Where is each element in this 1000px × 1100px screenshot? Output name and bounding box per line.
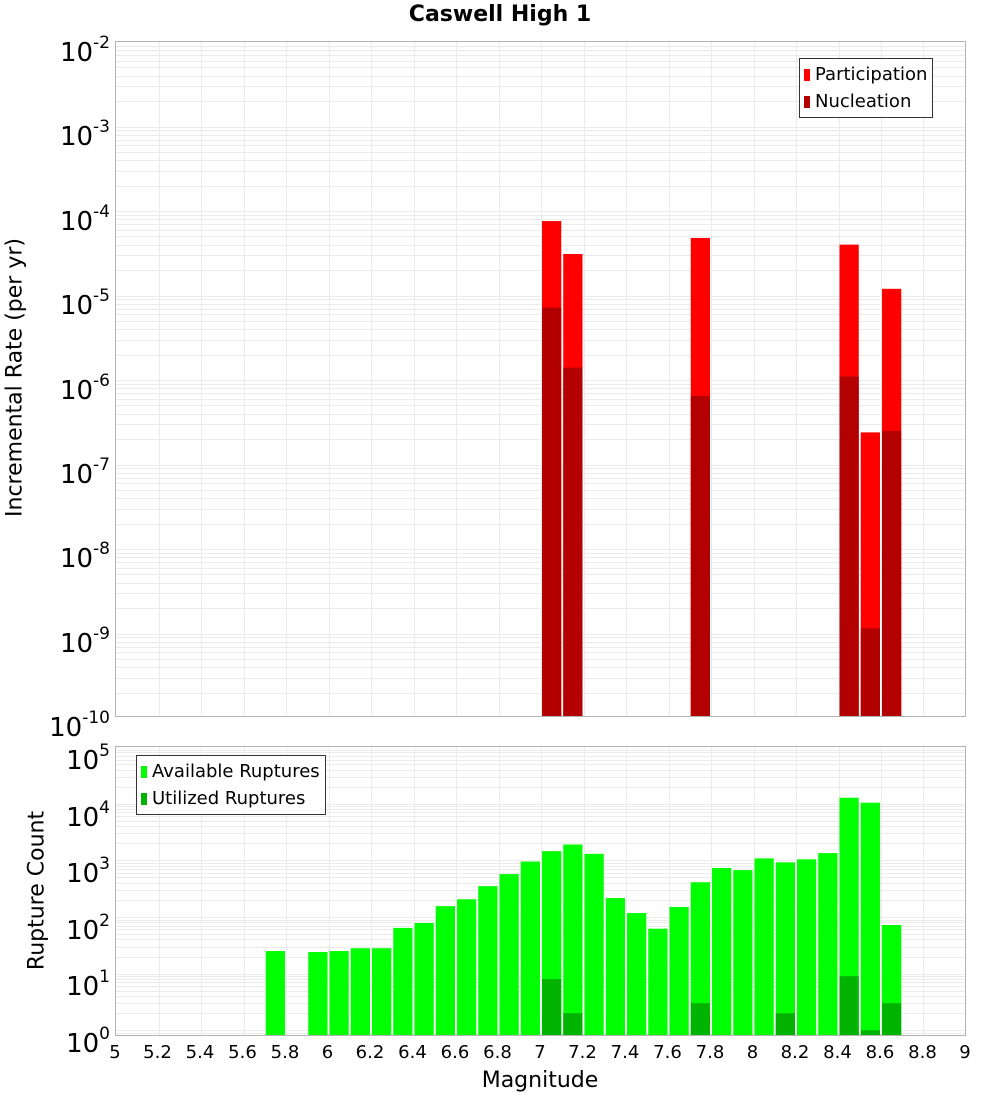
y-tick-label: 10-8	[59, 539, 110, 575]
x-tick-label: 8.2	[780, 1042, 810, 1063]
x-tick-label: 8.8	[908, 1042, 937, 1063]
nucleation-bar	[839, 376, 859, 716]
x-axis-label: Magnitude	[481, 1068, 599, 1093]
available-ruptures-bar	[563, 844, 583, 1035]
x-tick-label: 8	[746, 1042, 759, 1063]
x-tick-label: 6.4	[398, 1042, 427, 1063]
available-ruptures-bar	[499, 874, 519, 1035]
utilized-ruptures-bar	[882, 1003, 902, 1035]
available-ruptures-bar	[350, 948, 370, 1035]
x-tick-label: 7.6	[653, 1042, 682, 1063]
available-swatch	[141, 765, 147, 778]
x-tick-label: 7	[534, 1042, 546, 1063]
available-ruptures-bar	[690, 882, 710, 1035]
available-ruptures-bar	[584, 853, 604, 1035]
y-tick-label: 10-7	[59, 455, 110, 490]
y-tick-label: 10-3	[59, 117, 110, 153]
available-ruptures-bar	[265, 951, 285, 1035]
available-ruptures-bar	[669, 906, 689, 1035]
available-ruptures-bar	[372, 948, 392, 1035]
y-tick-label: 104	[66, 797, 110, 833]
legend-item-available: Available Ruptures	[141, 758, 320, 785]
nucleation-swatch	[804, 95, 810, 108]
x-tick-label: 7.8	[695, 1042, 725, 1063]
x-tick-label: 7.2	[568, 1042, 597, 1063]
available-ruptures-bar	[797, 859, 817, 1035]
available-ruptures-bar	[520, 861, 540, 1035]
legend-label-participation: Participation	[815, 64, 928, 85]
rate-plot-svg	[116, 42, 965, 716]
y-tick-label: 10-10	[49, 708, 110, 744]
legend-item-utilized: Utilized Ruptures	[141, 785, 320, 812]
participation-swatch	[804, 68, 810, 81]
x-tick-label: 9	[959, 1042, 971, 1063]
y-tick-label: 10-2	[59, 33, 110, 68]
available-ruptures-bar	[627, 913, 647, 1035]
utilized-ruptures-bar	[839, 976, 859, 1035]
available-ruptures-bar	[605, 898, 625, 1035]
x-tick-label: 6	[321, 1042, 334, 1063]
available-ruptures-bar	[754, 858, 774, 1035]
x-tick-label: 5	[109, 1042, 121, 1063]
y-tick-label: 105	[66, 741, 110, 776]
x-tick-label: 5.2	[143, 1042, 172, 1063]
x-tick-label: 6.6	[440, 1042, 470, 1063]
x-tick-label: 5.8	[270, 1042, 300, 1063]
available-ruptures-bar	[457, 899, 477, 1035]
legend-item-nucleation: Nucleation	[804, 88, 927, 115]
available-ruptures-bar	[414, 923, 434, 1035]
nucleation-bar	[690, 395, 710, 716]
utilized-ruptures-bar	[542, 979, 562, 1035]
available-ruptures-bar	[308, 952, 328, 1035]
utilized-ruptures-bar	[690, 1003, 710, 1035]
available-ruptures-bar	[393, 927, 413, 1035]
legend-label-available: Available Ruptures	[152, 761, 320, 782]
y-tick-label: 103	[66, 854, 110, 890]
available-ruptures-bar	[818, 853, 838, 1035]
chart-title: Caswell High 1	[408, 2, 592, 27]
x-tick-label: 6.2	[355, 1042, 385, 1063]
utilized-ruptures-bar	[775, 1013, 795, 1035]
nucleation-bar	[882, 430, 902, 716]
available-ruptures-bar	[775, 862, 795, 1035]
utilized-ruptures-bar	[563, 1013, 583, 1035]
x-tick-label: 5.4	[185, 1042, 215, 1063]
legend-label-utilized: Utilized Ruptures	[152, 788, 306, 809]
nucleation-bar	[542, 307, 562, 716]
y-tick-label: 10-5	[59, 286, 110, 322]
utilized-ruptures-bar	[860, 1030, 880, 1035]
legend-item-participation: Participation	[804, 61, 927, 88]
x-tick-label: 5.6	[228, 1042, 257, 1063]
available-ruptures-bar	[435, 906, 455, 1035]
available-ruptures-bar	[733, 870, 753, 1035]
nucleation-bar	[563, 367, 583, 716]
x-tick-label: 8.4	[823, 1042, 852, 1063]
rupture-count-plot-svg	[116, 747, 965, 1035]
utilized-swatch	[141, 792, 147, 805]
x-tick-label: 7.4	[610, 1042, 640, 1063]
rupture-legend: Available Ruptures Utilized Ruptures	[136, 755, 326, 815]
y-tick-label: 100	[66, 1024, 110, 1059]
y-tick-label: 101	[66, 967, 110, 1003]
y-tick-label: 10-4	[59, 201, 110, 237]
available-ruptures-bar	[648, 928, 668, 1035]
rate-plot-area	[115, 41, 966, 717]
y-tick-label: 10-6	[59, 370, 110, 406]
available-ruptures-bar	[712, 868, 732, 1035]
x-tick-label: 8.6	[865, 1042, 895, 1063]
available-ruptures-bar	[478, 886, 498, 1035]
available-ruptures-bar	[329, 951, 349, 1035]
nucleation-bar	[860, 628, 880, 716]
y-tick-label: 10-9	[59, 623, 110, 659]
available-ruptures-bar	[860, 802, 880, 1035]
rate-legend: Participation Nucleation	[799, 58, 934, 118]
y-tick-label: 102	[66, 910, 110, 946]
x-tick-label: 6.8	[483, 1042, 512, 1063]
legend-label-nucleation: Nucleation	[815, 91, 912, 112]
available-ruptures-bar	[839, 797, 859, 1035]
